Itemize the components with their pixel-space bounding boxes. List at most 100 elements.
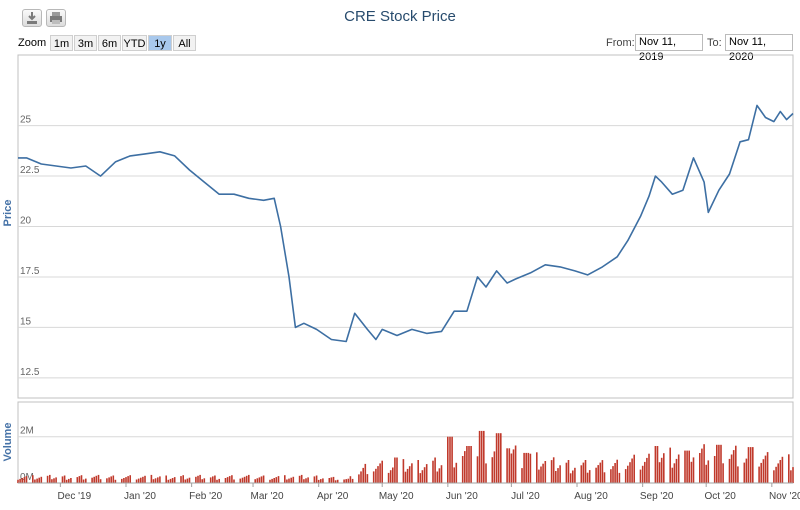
- volume-bar: [658, 462, 661, 483]
- volume-bar: [478, 430, 481, 483]
- volume-bar: [277, 476, 280, 483]
- volume-bar: [476, 456, 479, 483]
- range-button-1y[interactable]: 1y: [148, 35, 172, 51]
- to-label: To:: [707, 37, 722, 49]
- volume-bar: [758, 466, 760, 483]
- volume-bar: [633, 454, 635, 483]
- volume-bar: [315, 475, 318, 483]
- volume-bar: [372, 471, 375, 483]
- volume-bar: [718, 444, 720, 483]
- from-label: From:: [606, 37, 635, 49]
- to-date-input[interactable]: Nov 11, 2020: [725, 34, 793, 63]
- volume-bar: [508, 448, 511, 483]
- volume-bar: [197, 475, 199, 483]
- volume-bar: [773, 470, 775, 483]
- volume-bar: [392, 467, 394, 483]
- volume-bar: [408, 466, 411, 483]
- range-button-1m[interactable]: 1m: [50, 35, 73, 51]
- volume-bar: [290, 477, 292, 483]
- volume-bar: [260, 476, 263, 483]
- volume-bar: [595, 467, 597, 483]
- volume-bar: [629, 462, 631, 483]
- volume-bar: [752, 447, 754, 483]
- volume-bar: [231, 475, 233, 483]
- volume-bar: [322, 478, 324, 483]
- volume-bar: [336, 479, 339, 483]
- volume-bar: [375, 468, 377, 483]
- volume-bar: [735, 445, 737, 483]
- volume-bar: [588, 470, 591, 483]
- volume-bar: [106, 478, 108, 483]
- volume-bar: [343, 479, 345, 483]
- export-button[interactable]: [22, 9, 42, 27]
- volume-bar: [186, 478, 189, 483]
- volume-bar: [248, 474, 250, 483]
- volume-bar: [121, 478, 123, 483]
- volume-bar: [288, 478, 290, 483]
- volume-bar: [55, 477, 57, 483]
- volume-bar: [675, 458, 678, 483]
- volume-bar: [127, 476, 129, 483]
- volume-bar: [381, 460, 383, 483]
- volume-bar: [406, 468, 409, 483]
- volume-bar: [455, 462, 458, 483]
- x-tick-label: Jan '20: [124, 491, 156, 502]
- volume-bar: [540, 466, 542, 483]
- volume-bar: [677, 454, 680, 483]
- volume-bar: [345, 479, 347, 483]
- volume-bar: [82, 479, 85, 483]
- volume-bar: [538, 469, 540, 483]
- volume-bar: [49, 474, 51, 483]
- range-button-ytd[interactable]: YTD: [122, 35, 147, 51]
- volume-bar: [737, 466, 739, 483]
- volume-bar: [199, 474, 201, 483]
- volume-bar: [262, 475, 265, 483]
- volume-bar: [641, 465, 644, 483]
- volume-bar: [572, 470, 574, 483]
- volume-bar: [165, 475, 167, 483]
- volume-bar: [239, 478, 242, 483]
- volume-bar: [716, 444, 718, 483]
- volume-bar: [485, 463, 487, 483]
- volume-bar: [722, 463, 724, 483]
- volume-bar: [603, 472, 606, 483]
- range-button-all[interactable]: All: [173, 35, 196, 51]
- volume-bar: [542, 463, 544, 483]
- volume-bar: [258, 477, 261, 483]
- volume-bar: [254, 479, 256, 483]
- volume-bar: [305, 478, 307, 483]
- x-tick-label: Nov '20: [769, 491, 800, 502]
- volume-bar: [500, 433, 502, 483]
- volume-bar: [216, 479, 218, 483]
- x-tick-label: Dec '19: [58, 491, 92, 502]
- volume-bar: [639, 469, 642, 483]
- volume-bar: [749, 447, 752, 483]
- volume-bar: [233, 479, 235, 483]
- download-icon: [27, 12, 37, 24]
- volume-bar: [112, 475, 115, 483]
- volume-bar: [497, 433, 500, 483]
- volume-bar: [569, 473, 572, 483]
- from-date-input[interactable]: Nov 11, 2019: [635, 34, 703, 63]
- volume-bar: [46, 475, 49, 483]
- volume-bar: [567, 460, 570, 483]
- volume-bar: [358, 474, 360, 483]
- volume-bar: [468, 446, 470, 483]
- price-tick-label: 17.5: [20, 266, 40, 277]
- print-button[interactable]: [46, 9, 66, 27]
- volume-bar: [582, 462, 585, 483]
- volume-bar: [19, 478, 21, 483]
- volume-bar: [616, 459, 618, 483]
- range-button-6m[interactable]: 6m: [98, 35, 121, 51]
- volume-bar: [762, 459, 765, 483]
- volume-bar: [167, 479, 170, 483]
- volume-bar: [330, 477, 333, 483]
- range-button-3m[interactable]: 3m: [74, 35, 97, 51]
- price-tick-label: 15: [20, 316, 32, 327]
- volume-bar: [366, 474, 369, 483]
- volume-bar: [525, 452, 527, 483]
- volume-bar: [747, 447, 750, 483]
- volume-bar: [688, 450, 690, 483]
- volume-bar: [313, 476, 316, 483]
- volume-bar: [347, 478, 350, 483]
